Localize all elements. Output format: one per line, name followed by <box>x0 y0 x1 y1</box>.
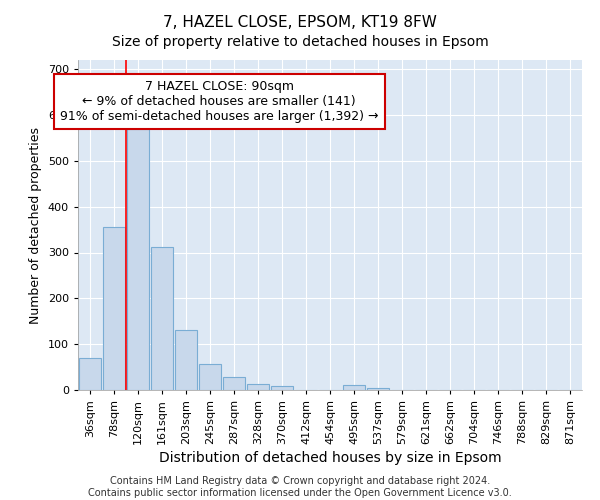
Bar <box>151 246 173 390</box>
X-axis label: Distribution of detached houses by size in Epsom: Distribution of detached houses by size … <box>158 451 502 465</box>
Text: 7, HAZEL CLOSE, EPSOM, KT19 8FW: 7, HAZEL CLOSE, EPSOM, KT19 8FW <box>163 15 437 30</box>
Bar <box>79 358 101 390</box>
Bar <box>199 364 221 390</box>
Bar <box>223 377 245 390</box>
Bar <box>271 386 293 390</box>
Bar <box>103 228 125 390</box>
Bar <box>343 386 365 390</box>
Bar <box>127 128 149 390</box>
Bar <box>175 330 197 390</box>
Y-axis label: Number of detached properties: Number of detached properties <box>29 126 42 324</box>
Text: Size of property relative to detached houses in Epsom: Size of property relative to detached ho… <box>112 35 488 49</box>
Text: 7 HAZEL CLOSE: 90sqm
← 9% of detached houses are smaller (141)
91% of semi-detac: 7 HAZEL CLOSE: 90sqm ← 9% of detached ho… <box>60 80 379 123</box>
Bar <box>247 384 269 390</box>
Bar <box>367 388 389 390</box>
Text: Contains HM Land Registry data © Crown copyright and database right 2024.
Contai: Contains HM Land Registry data © Crown c… <box>88 476 512 498</box>
